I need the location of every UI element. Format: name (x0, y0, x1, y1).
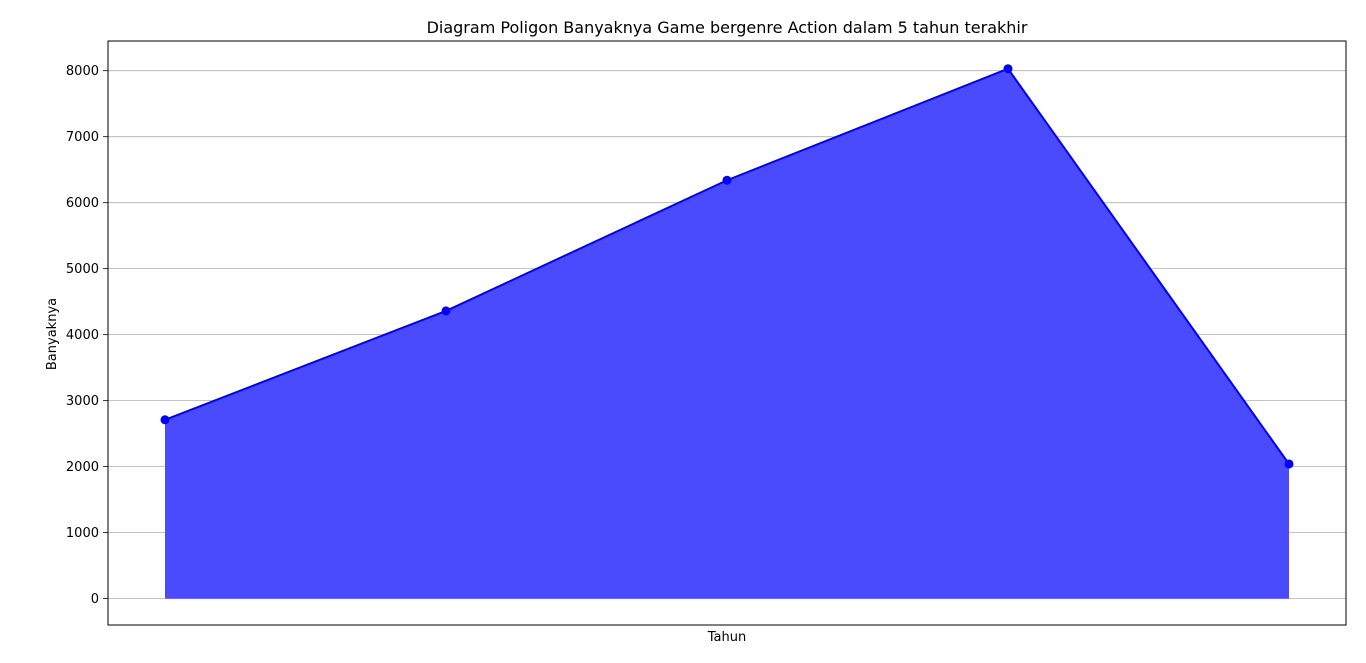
data-point-2 (441, 306, 451, 316)
y-tick-label: 1000 (66, 526, 99, 541)
plot-frame (107, 40, 1347, 626)
y-axis-title: Banyaknya (45, 298, 60, 370)
y-tick-label: 5000 (66, 262, 99, 277)
data-point-5 (1284, 459, 1294, 469)
data-point-3 (722, 175, 732, 185)
chart-title: Diagram Poligon Banyaknya Game bergenre … (427, 18, 1028, 37)
y-tick-label: 3000 (66, 394, 99, 409)
y-tick-label: 0 (91, 592, 99, 607)
y-tick-label: 8000 (66, 64, 99, 79)
y-tick-label: 2000 (66, 460, 99, 475)
x-axis-title: Tahun (707, 630, 746, 645)
y-tick-label: 7000 (66, 130, 99, 145)
y-tick-label: 6000 (66, 196, 99, 211)
data-point-1 (160, 415, 170, 425)
area-fill-layer (165, 68, 1289, 599)
data-point-4 (1003, 64, 1013, 74)
y-tick-label: 4000 (66, 328, 99, 343)
data-markers (160, 64, 1294, 469)
y-axis-ticks: 0 1000 2000 3000 4000 5000 6000 7000 8000 (66, 64, 108, 607)
area-fill (165, 68, 1289, 599)
